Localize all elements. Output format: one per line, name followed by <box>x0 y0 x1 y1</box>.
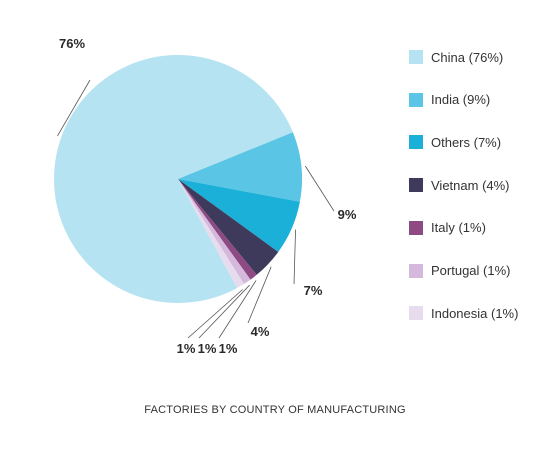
pie-slice-portugal <box>178 179 251 284</box>
legend-label: Vietnam (4%) <box>431 177 510 193</box>
leader-line-vietnam <box>247 266 272 324</box>
leader-line-portugal <box>198 284 250 339</box>
legend-swatch <box>409 135 423 150</box>
pie-slice-italy <box>178 179 257 280</box>
legend-swatch <box>409 220 423 235</box>
slice-label-others: 7% <box>304 283 323 298</box>
legend-item-others: Others (7%) <box>409 133 501 151</box>
pie-slice-indonesia <box>178 179 244 288</box>
slice-label-india: 9% <box>338 207 357 222</box>
legend-swatch <box>409 50 423 64</box>
slice-label-vietnam: 4% <box>251 324 270 339</box>
pie-slice-china <box>53 54 293 303</box>
slice-label-indonesia: 1% <box>177 341 196 356</box>
leader-line-italy <box>218 280 257 339</box>
slice-label-italy: 1% <box>219 341 238 356</box>
leader-line-china <box>57 79 91 137</box>
pie-slice-others <box>178 179 300 252</box>
legend-item-portugal: Portugal (1%) <box>409 262 510 280</box>
slice-label-china: 76% <box>59 36 85 51</box>
legend-swatch <box>409 178 423 193</box>
legend-label: Indonesia (1%) <box>431 305 519 321</box>
legend-item-china: China (76%) <box>409 48 503 66</box>
legend-swatch <box>409 306 423 321</box>
legend-label: India (9%) <box>431 92 491 108</box>
legend-label: China (76%) <box>431 49 504 65</box>
pie-slice-india <box>178 132 303 202</box>
chart-caption: FACTORIES BY COUNTRY OF MANUFACTURING <box>144 404 406 416</box>
legend-item-italy: Italy (1%) <box>409 219 486 237</box>
leader-line-others <box>293 229 296 285</box>
leader-line-india <box>305 165 335 212</box>
slice-label-portugal: 1% <box>198 341 217 356</box>
leader-line-indonesia <box>187 289 243 339</box>
legend-item-vietnam: Vietnam (4%) <box>409 176 510 194</box>
legend-label: Others (7%) <box>431 134 502 150</box>
legend-swatch <box>409 92 423 107</box>
legend-item-india: India (9%) <box>409 91 490 109</box>
legend-label: Italy (1%) <box>431 220 486 236</box>
legend-swatch <box>409 263 423 278</box>
legend-label: Portugal (1%) <box>431 263 511 278</box>
pie-slice-vietnam <box>178 179 279 275</box>
legend-item-indonesia: Indonesia (1%) <box>409 304 518 322</box>
